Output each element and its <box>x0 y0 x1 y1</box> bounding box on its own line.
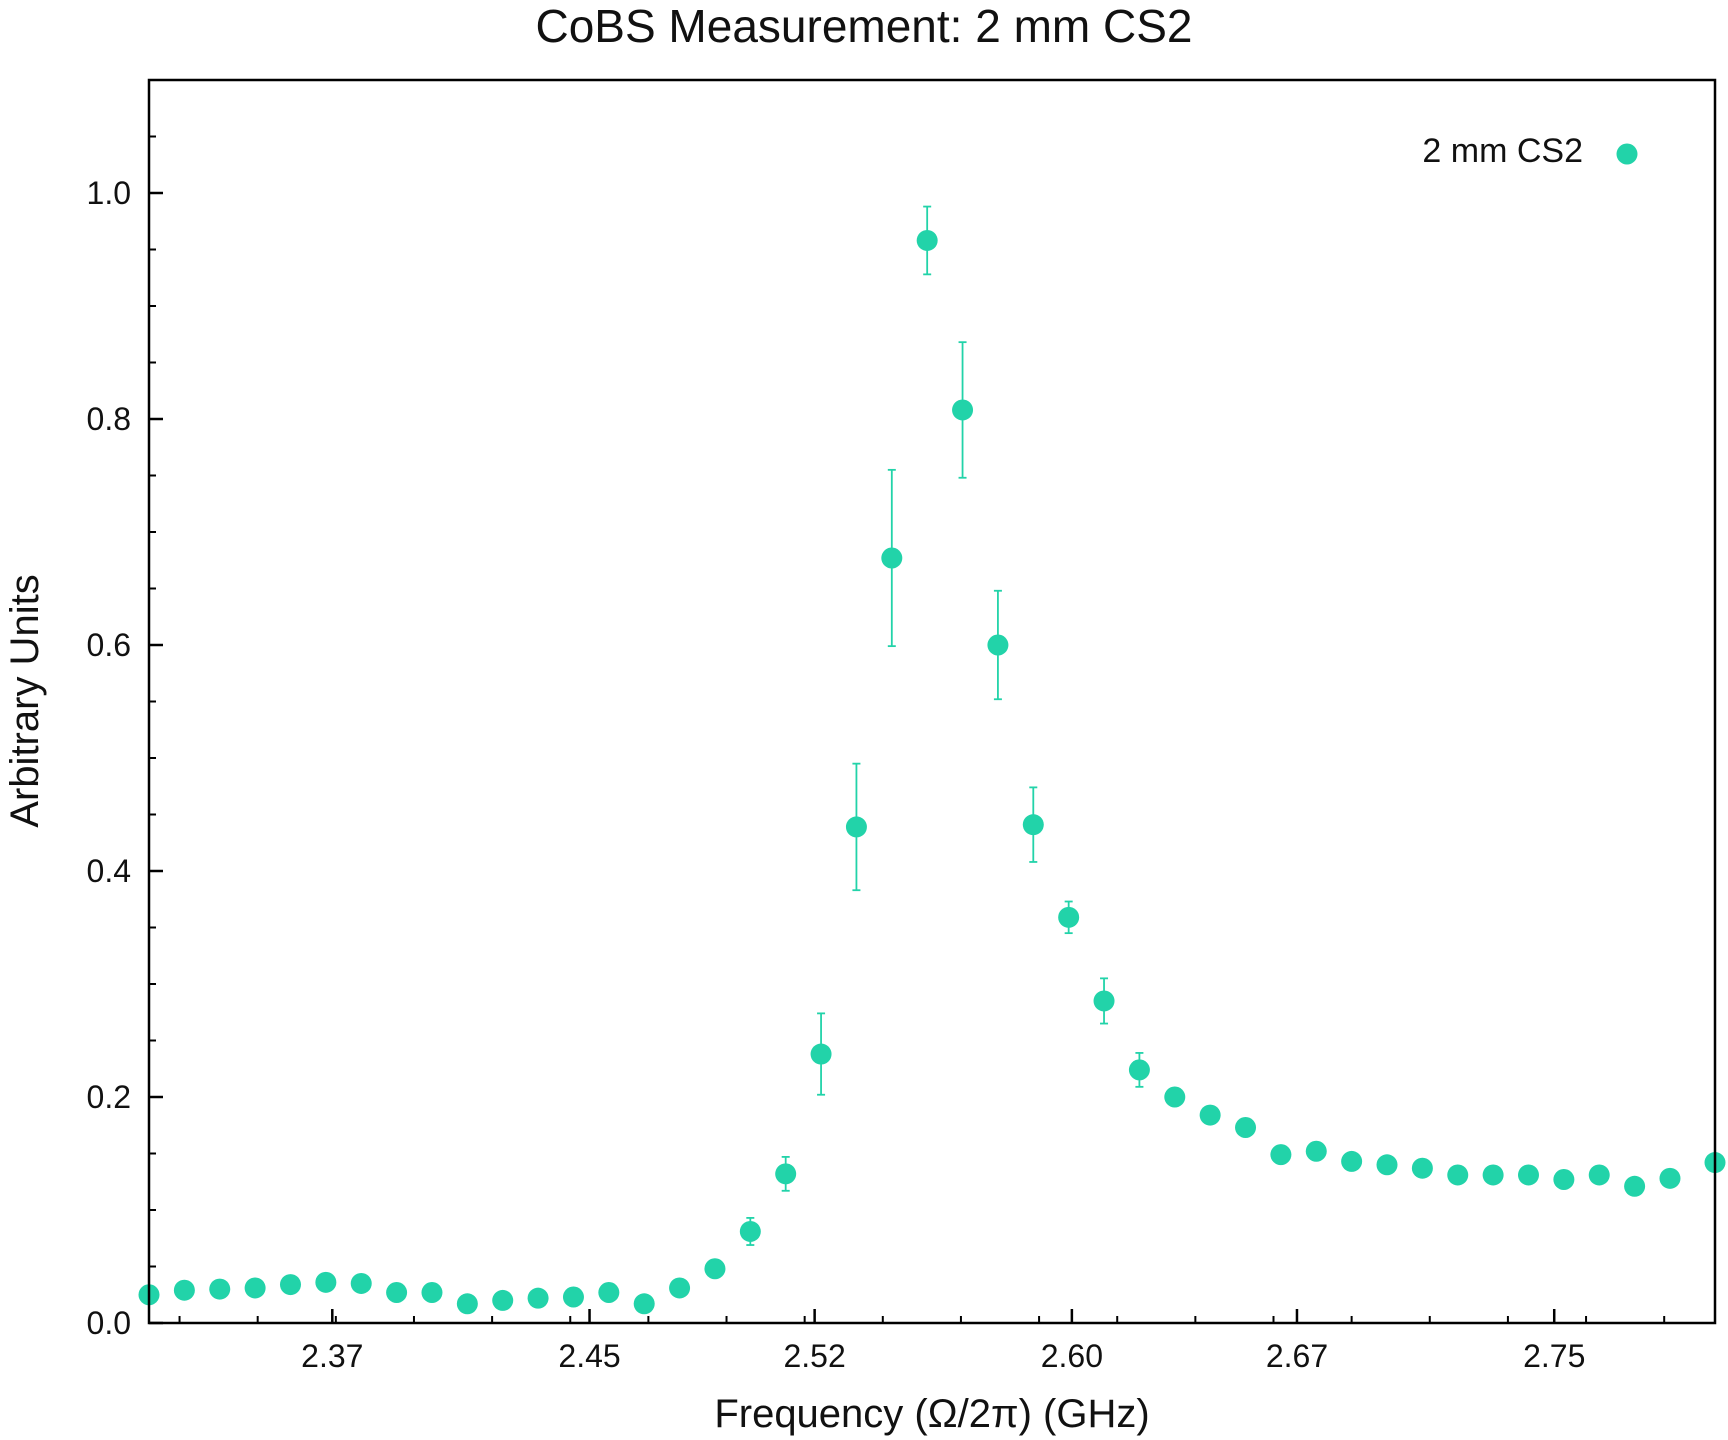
data-point <box>562 1286 584 1308</box>
data-point <box>598 1281 620 1303</box>
data-point <box>1058 906 1080 928</box>
data-point <box>315 1271 337 1293</box>
y-tick-label: 1.0 <box>87 175 131 211</box>
data-point <box>1517 1164 1539 1186</box>
legend-label: 2 mm CS2 <box>1422 132 1583 170</box>
data-point <box>881 547 903 569</box>
data-point <box>1128 1059 1150 1081</box>
data-point <box>350 1272 372 1294</box>
data-points <box>138 229 1726 1315</box>
data-point <box>916 229 938 251</box>
data-point <box>633 1293 655 1315</box>
data-point <box>1447 1164 1469 1186</box>
legend: 2 mm CS2 <box>1422 132 1638 170</box>
data-point <box>1624 1175 1646 1197</box>
chart-title: CoBS Measurement: 2 mm CS2 <box>535 0 1192 52</box>
y-tick-label: 0.2 <box>87 1079 131 1115</box>
data-point <box>209 1278 231 1300</box>
data-point <box>1164 1086 1186 1108</box>
data-point <box>810 1043 832 1065</box>
y-tick-label: 0.0 <box>87 1305 131 1341</box>
data-point <box>669 1277 691 1299</box>
data-point <box>1022 814 1044 836</box>
error-bars <box>746 205 1144 1246</box>
data-point <box>1588 1164 1610 1186</box>
y-axis-label: Arbitrary Units <box>3 574 47 827</box>
data-point <box>386 1281 408 1303</box>
data-point <box>279 1274 301 1296</box>
axis-ticks: 0.0 0.2 0.4 0.6 0.8 1.0 2.37 2.45 2.52 2.60 2.67 2.… <box>87 135 1666 1374</box>
data-point <box>492 1289 514 1311</box>
data-point <box>1235 1117 1257 1139</box>
legend-marker <box>1616 143 1638 165</box>
data-point <box>845 816 867 838</box>
x-tick-label: 2.60 <box>1041 1338 1103 1374</box>
y-tick-label: 0.8 <box>87 401 131 437</box>
data-point <box>775 1163 797 1185</box>
data-point <box>1199 1104 1221 1126</box>
data-point <box>704 1258 726 1280</box>
data-point <box>173 1279 195 1301</box>
data-point <box>1341 1150 1363 1172</box>
data-point <box>1411 1157 1433 1179</box>
data-point <box>1659 1167 1681 1189</box>
y-tick-label: 0.6 <box>87 627 131 663</box>
data-point <box>952 399 974 421</box>
data-point <box>1553 1168 1575 1190</box>
data-point <box>1376 1154 1398 1176</box>
data-point <box>527 1287 549 1309</box>
x-tick-label: 2.67 <box>1266 1338 1328 1374</box>
data-point <box>421 1281 443 1303</box>
data-point <box>1270 1144 1292 1166</box>
data-point <box>244 1277 266 1299</box>
x-tick-label: 2.75 <box>1523 1338 1585 1374</box>
data-point <box>456 1293 478 1315</box>
y-tick-label: 0.4 <box>87 853 131 889</box>
data-point <box>987 634 1009 656</box>
plot-frame <box>147 78 1717 1325</box>
x-tick-label: 2.52 <box>783 1338 845 1374</box>
data-point <box>1482 1164 1504 1186</box>
x-tick-label: 2.37 <box>301 1338 363 1374</box>
x-axis-label: Frequency (Ω/2π) (GHz) <box>714 1392 1149 1436</box>
data-point <box>1305 1140 1327 1162</box>
data-point <box>739 1220 761 1242</box>
x-tick-label: 2.45 <box>558 1338 620 1374</box>
data-point <box>1093 990 1115 1012</box>
